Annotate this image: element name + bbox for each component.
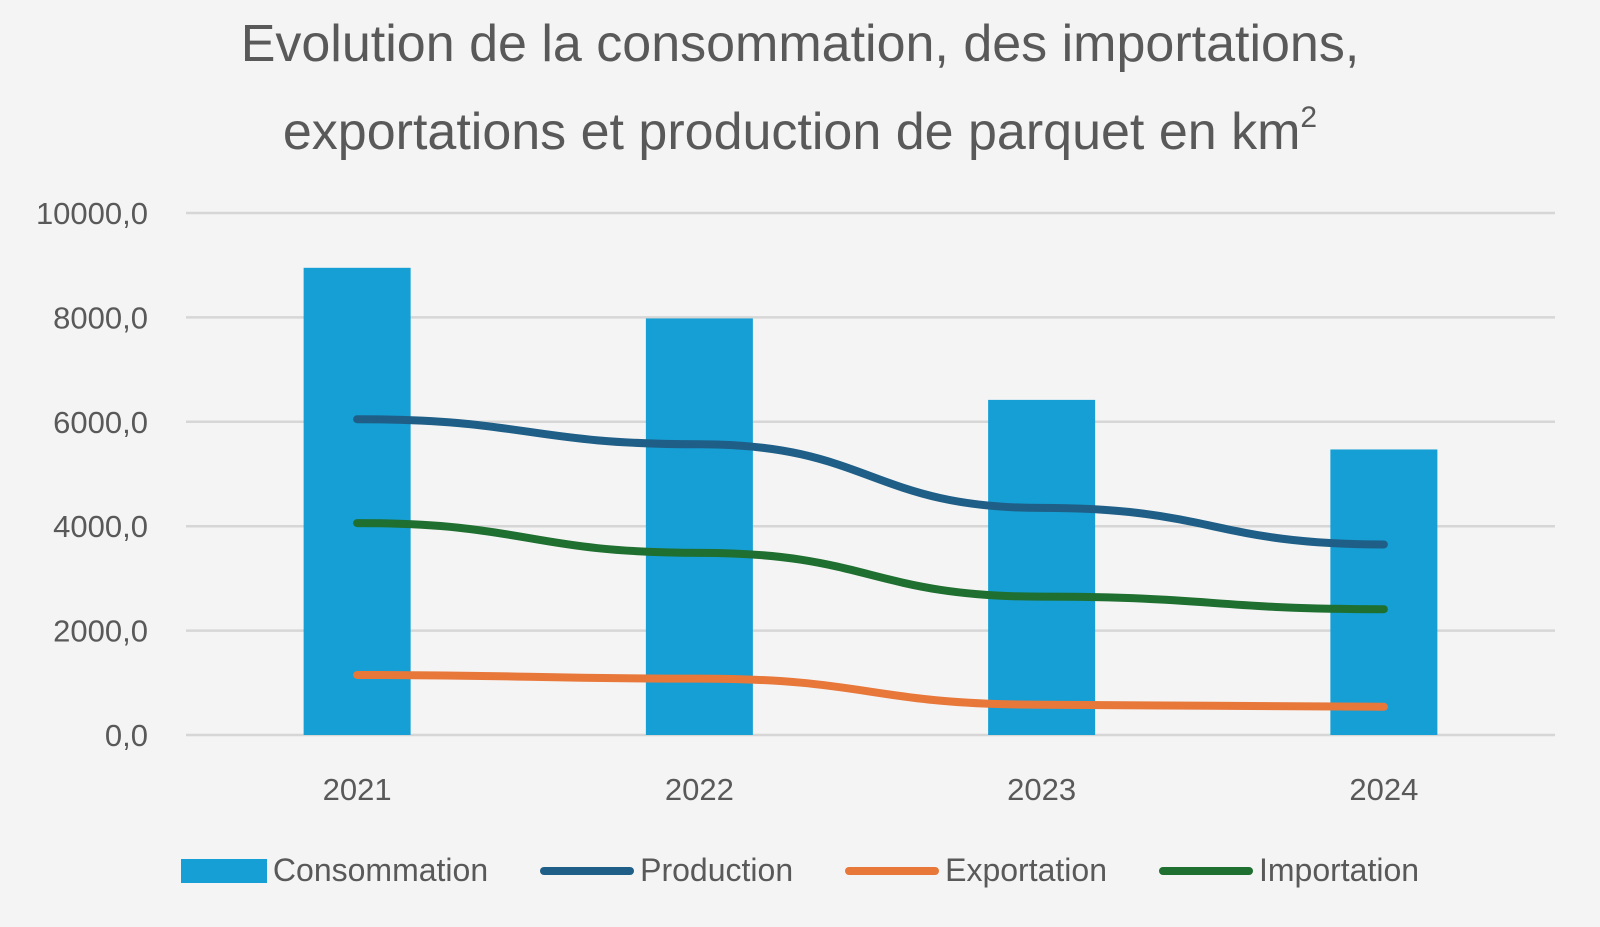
bar-consommation-2024	[1330, 449, 1438, 735]
bar-consommation-2021	[303, 267, 411, 735]
legend-swatch	[540, 866, 635, 875]
chart-title-line-2: exportations et production de parquet en…	[0, 88, 1600, 162]
x-tick-label: 2024	[1349, 772, 1418, 807]
y-tick-label: 4000,0	[53, 509, 148, 544]
x-tick-label: 2022	[665, 772, 734, 807]
y-tick-label: 6000,0	[53, 405, 148, 440]
bar-consommation-2022	[645, 318, 753, 735]
tick-labels: 0,0 2000,0 4000,0 6000,0 8000,0 10000,0 2021 20…	[36, 196, 1418, 807]
legend-swatch	[180, 858, 267, 883]
chart-title-line-1: Evolution de la consommation, des import…	[240, 15, 1360, 73]
legend-item-production: Production	[540, 852, 793, 889]
legend-item-exportation: Exportation	[845, 852, 1107, 889]
y-tick-label: 2000,0	[53, 614, 148, 649]
y-tick-label: 0,0	[105, 718, 148, 753]
legend-label: Importation	[1258, 852, 1420, 888]
legend-label: Consommation	[272, 852, 489, 888]
legend: Consommation Production Exportation Importa…	[0, 852, 1600, 889]
line-production	[353, 415, 1388, 549]
chart-title-superscript: 2	[1300, 101, 1318, 134]
y-tick-label: 8000,0	[53, 300, 148, 335]
legend-label: Production	[640, 852, 794, 888]
lines	[353, 415, 1388, 711]
line-exportation	[353, 670, 1388, 711]
legend-item-consommation: Consommation	[180, 852, 489, 889]
y-tick-label: 10000,0	[36, 196, 148, 231]
bar-consommation-2023	[988, 399, 1096, 735]
bars	[303, 267, 1438, 735]
legend-label: Exportation	[945, 852, 1107, 888]
legend-swatch	[1158, 866, 1253, 875]
chart-title-line-2-text: exportations et production de parquet en…	[282, 103, 1301, 161]
legend-item-importation: Importation	[1158, 852, 1420, 889]
x-tick-label: 2023	[1007, 772, 1076, 807]
x-tick-label: 2021	[323, 772, 392, 807]
line-importation	[353, 519, 1388, 614]
legend-swatch	[845, 866, 940, 875]
